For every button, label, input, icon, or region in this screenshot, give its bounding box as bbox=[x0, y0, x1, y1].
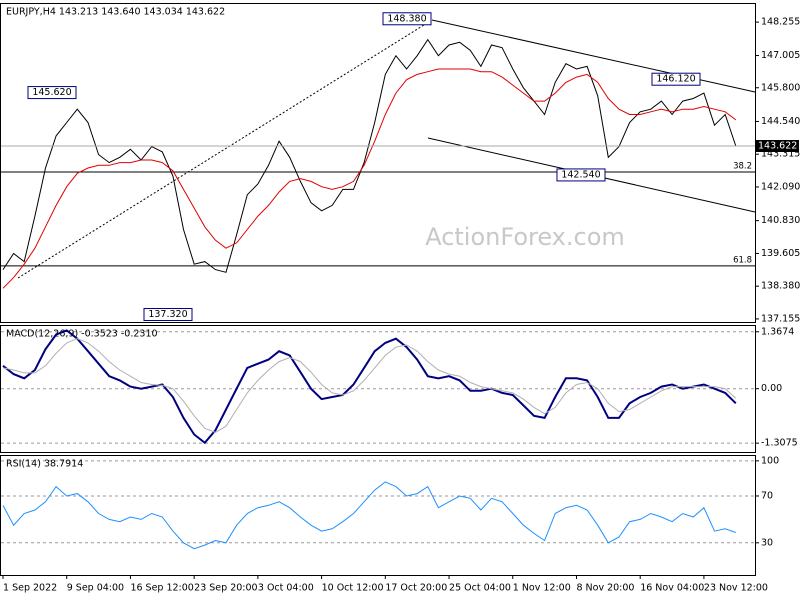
price-annotation: 142.540 bbox=[561, 169, 600, 180]
x-tick-label: 23 Sep 20:00 bbox=[194, 583, 257, 594]
y-tick-label: 30 bbox=[761, 537, 773, 548]
price-annotation: 137.320 bbox=[148, 309, 187, 320]
fib-label: 38.2 bbox=[733, 161, 752, 171]
panel-title: RSI(14) 38.7914 bbox=[6, 459, 83, 470]
x-tick-label: 10 Oct 12:00 bbox=[322, 583, 384, 594]
price-annotation-box bbox=[651, 72, 701, 86]
last-price-label: 143.622 bbox=[758, 141, 797, 152]
series-line bbox=[2, 481, 736, 550]
y-tick-label: 148.255 bbox=[761, 17, 800, 28]
y-tick-label: 0.00 bbox=[761, 383, 782, 394]
series-line bbox=[2, 338, 737, 433]
x-tick-label: 16 Nov 04:00 bbox=[640, 583, 704, 594]
y-tick-label: 137.155 bbox=[761, 313, 800, 324]
panel-title: EURJPY,H4 143.213 143.640 143.034 143.62… bbox=[6, 7, 225, 18]
price-annotation-box bbox=[382, 12, 432, 26]
x-tick-label: 1 Nov 12:00 bbox=[513, 583, 571, 594]
last-price-box bbox=[755, 140, 799, 153]
rsi-panel bbox=[0, 455, 756, 576]
series-line bbox=[2, 68, 737, 289]
y-tick-label: 139.605 bbox=[761, 248, 800, 259]
y-tick-label: 70 bbox=[761, 490, 773, 501]
x-tick-label: 1 Sep 2022 bbox=[3, 583, 57, 594]
channel-line bbox=[431, 19, 756, 93]
series-line bbox=[2, 329, 737, 445]
y-tick-label: 142.090 bbox=[761, 181, 800, 192]
x-tick-label: 8 Nov 20:00 bbox=[576, 583, 634, 594]
y-tick-label: 100 bbox=[761, 455, 779, 466]
x-tick-label: 9 Sep 04:00 bbox=[67, 583, 124, 594]
price-annotation: 148.380 bbox=[387, 13, 426, 24]
y-tick-label: 144.540 bbox=[761, 116, 800, 127]
price-annotation-box bbox=[143, 308, 193, 322]
fib-label: 61.8 bbox=[733, 255, 752, 265]
x-tick-label: 3 Oct 04:00 bbox=[258, 583, 314, 594]
y-tick-label: 143.315 bbox=[761, 149, 800, 160]
y-tick-label: 138.380 bbox=[761, 281, 800, 292]
price-annotation: 146.120 bbox=[656, 74, 695, 85]
series-line bbox=[2, 38, 737, 273]
x-tick-label: 25 Oct 04:00 bbox=[449, 583, 511, 594]
y-tick-label: 140.830 bbox=[761, 215, 800, 226]
price-annotation-box bbox=[27, 86, 77, 100]
trend-line bbox=[17, 19, 433, 279]
y-tick-label: 1.3674 bbox=[761, 326, 794, 337]
x-tick-label: 16 Sep 12:00 bbox=[130, 583, 193, 594]
y-tick-label: 147.005 bbox=[761, 50, 800, 61]
watermark: ActionForex.com bbox=[425, 223, 625, 251]
y-tick-label: -1.3075 bbox=[761, 438, 798, 449]
price-annotation: 145.620 bbox=[32, 87, 71, 98]
x-tick-label: 17 Oct 20:00 bbox=[385, 583, 447, 594]
price-annotation-box bbox=[556, 168, 606, 182]
panel-title: MACD(12,26,9) -0.3523 -0.2310 bbox=[6, 329, 158, 340]
price-panel bbox=[0, 3, 756, 323]
y-tick-label: 145.800 bbox=[761, 82, 800, 93]
x-tick-label: 23 Nov 12:00 bbox=[704, 583, 768, 594]
